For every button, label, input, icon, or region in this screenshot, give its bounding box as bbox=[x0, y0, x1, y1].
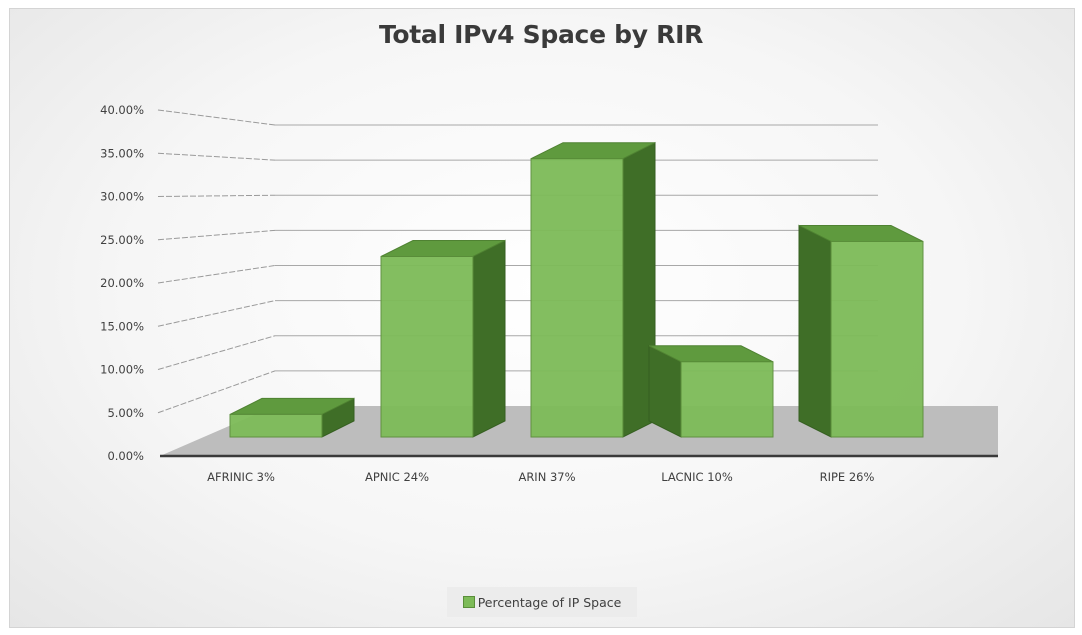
bar bbox=[798, 224, 924, 438]
chart-title: Total IPv4 Space by RIR bbox=[378, 20, 704, 49]
x-tick-label: ARIN 37% bbox=[518, 470, 575, 484]
y-tick-label: 20.00% bbox=[100, 276, 144, 290]
bar bbox=[229, 397, 355, 438]
legend-swatch-icon bbox=[462, 596, 475, 608]
y-tick-label: 30.00% bbox=[100, 190, 144, 204]
y-tick-label: 25.00% bbox=[100, 233, 144, 247]
x-tick-label: APNIC 24% bbox=[365, 470, 429, 484]
y-axis: 0.00% 5.00% 10.00% 15.00% 20.00% 25.00% 30.00%… bbox=[100, 103, 144, 463]
bar bbox=[530, 141, 656, 438]
y-tick-label: 15.00% bbox=[100, 319, 144, 333]
y-tick-label: 10.00% bbox=[100, 363, 144, 377]
y-tick-label: 0.00% bbox=[107, 449, 144, 463]
x-tick-label: LACNIC 10% bbox=[661, 470, 733, 484]
x-axis: AFRINIC 3% APNIC 24% ARIN 37% LACNIC 10% RIP… bbox=[207, 470, 874, 484]
bars bbox=[229, 141, 924, 438]
y-tick-label: 5.00% bbox=[107, 406, 144, 420]
x-tick-label: RIPE 26% bbox=[820, 470, 875, 484]
bar bbox=[380, 239, 506, 438]
bar bbox=[648, 344, 774, 438]
legend: Percentage of IP Space bbox=[447, 587, 637, 617]
x-tick-label: AFRINIC 3% bbox=[207, 470, 275, 484]
legend-label: Percentage of IP Space bbox=[477, 594, 622, 610]
y-tick-label: 35.00% bbox=[100, 146, 144, 160]
y-tick-label: 40.00% bbox=[100, 103, 144, 117]
